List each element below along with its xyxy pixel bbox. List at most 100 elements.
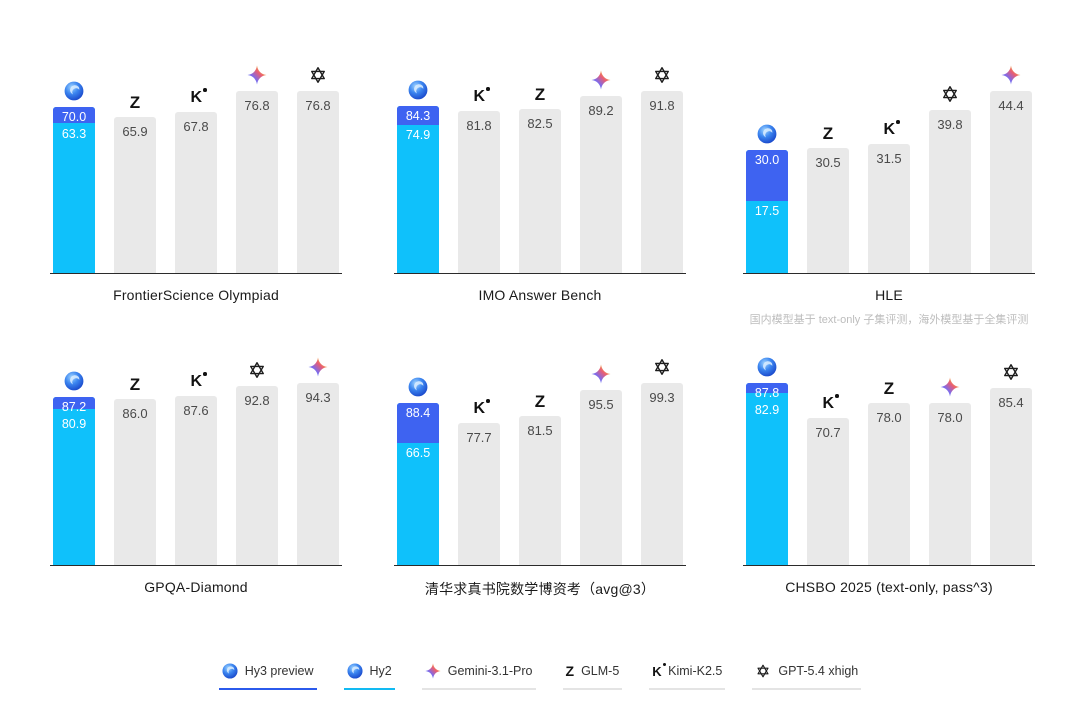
bar-column: 70.0 63.3 (53, 81, 95, 273)
hy3-segment (746, 383, 788, 393)
bar-value-label: 30.5 (815, 155, 841, 170)
bar-column: 44.4 (990, 65, 1032, 273)
legend-item-kimi-k2-5[interactable]: K Kimi-K2.5 (649, 661, 726, 690)
gemini-star-icon (940, 377, 960, 397)
gemini-star-icon (591, 364, 611, 384)
glm-z-icon: Z (822, 124, 834, 143)
plot-area: 84.3 74.9 K 81.8 Z 82.5 89.2 91.8 (394, 41, 686, 274)
bar-value-label: 95.5 (588, 397, 614, 412)
kimi-k-icon: K (652, 662, 667, 678)
bar-Gemini-3.1-Pro: 89.2 (580, 96, 622, 273)
glm-z-icon: Z (883, 379, 895, 398)
hunyuan-icon (64, 81, 84, 101)
bar-column: Z 78.0 (868, 380, 910, 565)
legend-label: Kimi-K2.5 (668, 664, 723, 678)
plot-area: 88.4 66.5 K 77.7 Z 81.5 95.5 99.3 (394, 333, 686, 566)
bar-column: 84.3 74.9 (397, 80, 439, 273)
bar-column: 87.2 80.9 (53, 371, 95, 565)
legend-item-hy2[interactable]: Hy2 (343, 661, 395, 690)
model-icon-wrap: Z (114, 94, 156, 111)
bar-column: Z 81.5 (519, 393, 561, 565)
bar-Gemini-3.1-Pro: 76.8 (236, 91, 278, 273)
model-icon-wrap: K (868, 120, 910, 138)
bar-GLM-5: 30.5 (807, 148, 849, 273)
hy3-segment (53, 107, 95, 123)
bar-column: K 81.8 (458, 87, 500, 273)
bar-column: 39.8 (929, 86, 971, 273)
model-icon-wrap (990, 362, 1032, 382)
openai-icon (311, 67, 325, 83)
stacked-bar-hy: 70.0 63.3 (53, 107, 95, 273)
bar-value-label: 67.8 (183, 119, 209, 134)
bar-column: 85.4 (990, 364, 1032, 565)
hy3-segment (397, 403, 439, 443)
bar-column: 76.8 (297, 67, 339, 273)
legend-label: Gemini-3.1-Pro (447, 664, 533, 678)
bar-Kimi-K2.5: 70.7 (807, 418, 849, 565)
hy3-value-label: 87.8 (754, 386, 780, 400)
kimi-k-icon: K (473, 399, 490, 417)
plot-area: 30.0 17.5 Z 30.5 K 31.5 39.8 44.4 (743, 41, 1035, 274)
hunyuan-icon (408, 80, 428, 100)
kimi-k-icon: K (190, 372, 207, 390)
hy2-value-label: 82.9 (754, 403, 780, 417)
gemini-star-icon (1001, 65, 1021, 85)
glm-z-icon: Z (534, 392, 546, 411)
chart-title: HLE (875, 287, 903, 303)
bar-column: 78.0 (929, 377, 971, 565)
bar-value-label: 86.0 (122, 406, 148, 421)
model-icon-wrap (397, 80, 439, 100)
gemini-star-icon (591, 70, 611, 90)
stacked-bar-hy: 84.3 74.9 (397, 106, 439, 273)
openai-icon (655, 67, 669, 83)
bar-value-label: 39.8 (937, 117, 963, 132)
bar-Kimi-K2.5: 31.5 (868, 144, 910, 273)
chart-title: GPQA-Diamond (144, 579, 248, 595)
hy2-value-label: 17.5 (754, 204, 780, 218)
model-icon-wrap: Z (868, 380, 910, 397)
hy2-value-label: 63.3 (61, 127, 87, 141)
bar-value-label: 82.5 (527, 116, 553, 131)
bar-GPT-5.4 xhigh: 99.3 (641, 383, 683, 565)
bar-value-label: 78.0 (937, 410, 963, 425)
hy2-value-label: 74.9 (405, 128, 431, 142)
bar-column: K 87.6 (175, 372, 217, 565)
model-icon-wrap: Z (807, 125, 849, 142)
chart-title: CHSBO 2025 (text-only, pass^3) (785, 579, 993, 595)
hunyuan-icon (346, 663, 363, 679)
bar-value-label: 76.8 (244, 98, 270, 113)
stacked-bar-hy: 88.4 66.5 (397, 403, 439, 565)
hunyuan-icon (757, 124, 777, 144)
bar-GPT-5.4 xhigh: 91.8 (641, 91, 683, 273)
model-icon-wrap (580, 364, 622, 384)
bar-value-label: 85.4 (998, 395, 1024, 410)
bar-value-label: 89.2 (588, 103, 614, 118)
bar-column: Z 82.5 (519, 86, 561, 273)
model-icon-wrap (236, 360, 278, 380)
bar-GLM-5: 81.5 (519, 416, 561, 565)
bar-column: 88.4 66.5 (397, 377, 439, 565)
model-icon-wrap: K (807, 394, 849, 412)
legend-label: GLM-5 (581, 664, 620, 678)
bar-Gemini-3.1-Pro: 94.3 (297, 383, 339, 565)
model-icon-wrap (297, 357, 339, 377)
legend-item-gemini-3-1-pro[interactable]: Gemini-3.1-Pro (421, 661, 536, 690)
gemini-star-icon (425, 663, 441, 679)
bar-GPT-5.4 xhigh: 39.8 (929, 110, 971, 273)
hy3-value-label: 30.0 (754, 153, 780, 167)
hy2-value-label: 80.9 (61, 417, 87, 431)
openai-icon (250, 362, 264, 378)
bar-Kimi-K2.5: 87.6 (175, 396, 217, 565)
hy3-segment (53, 397, 95, 409)
plot-area: 87.8 82.9 K 70.7 Z 78.0 78.0 85.4 (743, 333, 1035, 566)
legend-label: GPT-5.4 xhigh (778, 664, 859, 678)
bar-value-label: 99.3 (649, 390, 675, 405)
legend-item-gpt-5-4-xhigh[interactable]: GPT-5.4 xhigh (752, 661, 862, 690)
model-icon-wrap (53, 371, 95, 391)
legend-item-hy3-preview[interactable]: Hy3 preview (218, 661, 317, 690)
model-icon-wrap: Z (519, 393, 561, 410)
gemini-star-icon (308, 357, 328, 377)
glm-z-icon: Z (129, 93, 141, 112)
legend-item-glm-5[interactable]: Z GLM-5 (562, 661, 623, 690)
